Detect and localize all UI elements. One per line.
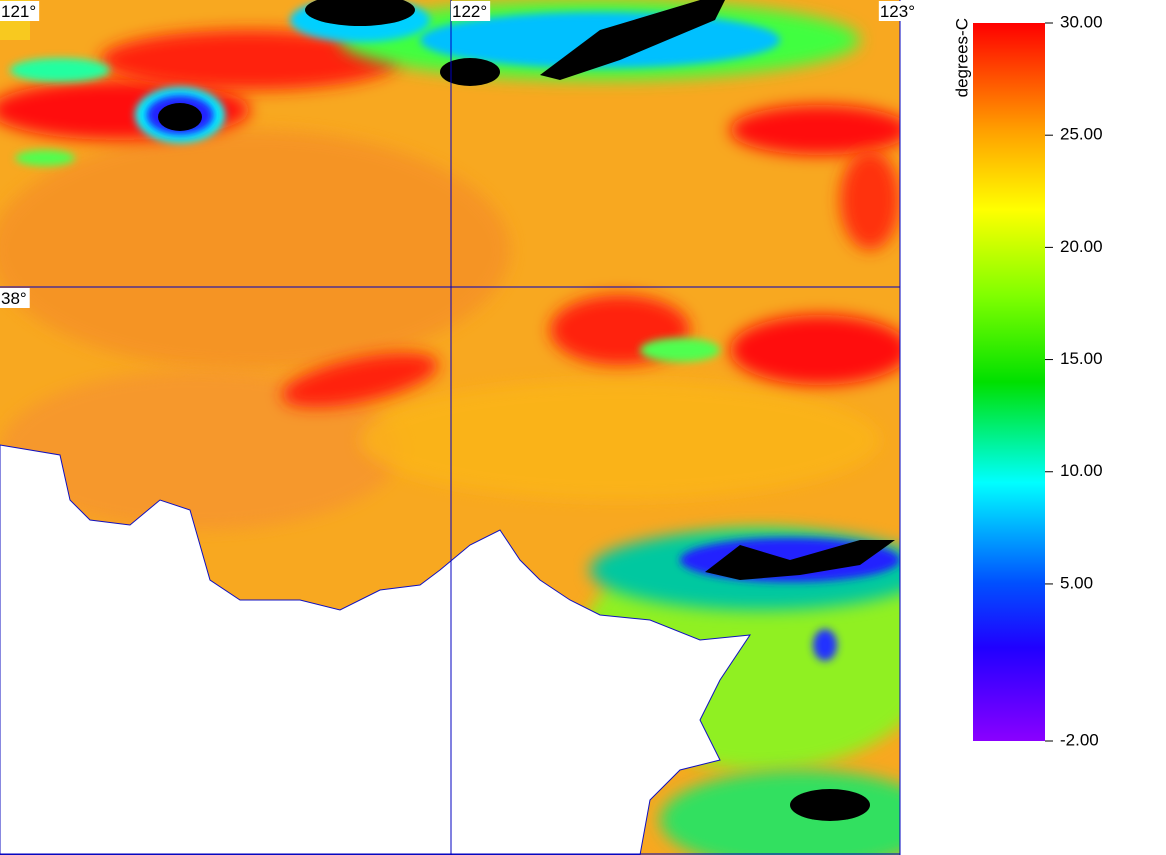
label-background [878, 1, 918, 21]
colorbar-tick-label: 25.00 [1060, 125, 1103, 144]
label-background [451, 1, 491, 21]
colorbar [973, 23, 1045, 741]
colorbar-tick-label: 5.00 [1060, 573, 1093, 592]
graticule-label: 123° [880, 2, 915, 21]
graticule-label: 121° [1, 2, 36, 21]
label-background [0, 1, 40, 21]
colorbar-tick-label: 15.00 [1060, 349, 1103, 368]
sst-image [0, 0, 900, 855]
colorbar-tick-label: 30.00 [1060, 12, 1103, 31]
colorbar-tick-label: -2.00 [1060, 730, 1099, 749]
graticule-label: 38° [1, 289, 27, 308]
colorbar-tick-label: 20.00 [1060, 237, 1103, 256]
label-background [0, 288, 30, 308]
graticule-label: 122° [452, 2, 487, 21]
colorbar-tick-label: 10.00 [1060, 461, 1103, 480]
colorbar-unit: degrees-C [952, 18, 971, 97]
